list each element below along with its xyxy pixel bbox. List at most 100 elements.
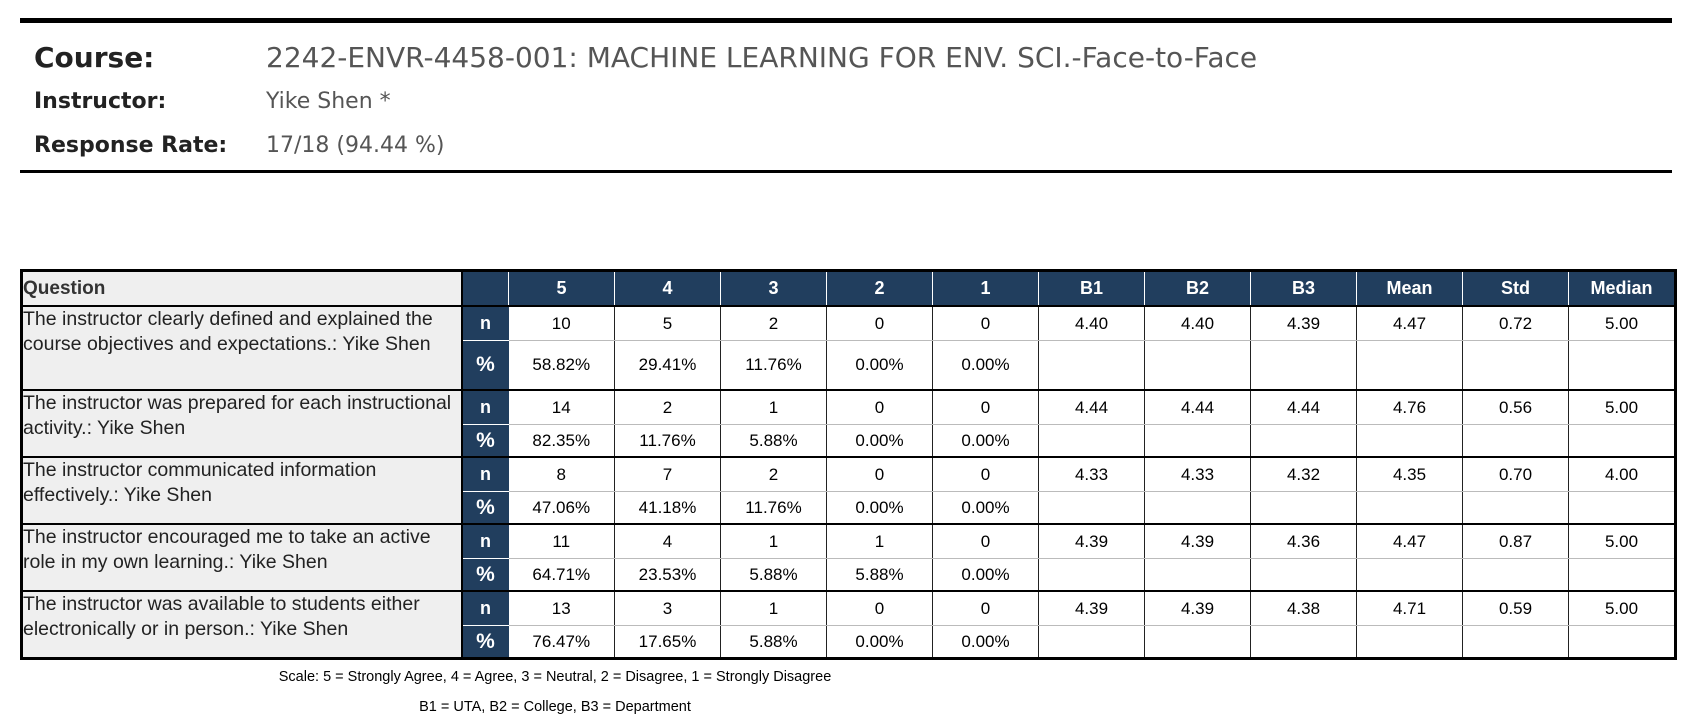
count-cell: 13 xyxy=(508,591,615,626)
percent-cell: 58.82% xyxy=(508,340,615,391)
count-cell: 4.32 xyxy=(1250,457,1357,492)
percent-cell: 23.53% xyxy=(614,558,721,592)
count-cell: 4.47 xyxy=(1356,306,1463,341)
count-cell: 4.33 xyxy=(1144,457,1251,492)
count-cell: 0 xyxy=(826,591,933,626)
count-cell: 5.00 xyxy=(1568,306,1676,341)
count-cell: 5.00 xyxy=(1568,390,1676,425)
count-cell: 0 xyxy=(826,306,933,341)
count-cell: 4.35 xyxy=(1356,457,1463,492)
table-row-counts: The instructor was available to students… xyxy=(21,591,1676,660)
count-cell: 0 xyxy=(932,390,1039,425)
n-label: n xyxy=(461,390,509,425)
count-cell: 4.44 xyxy=(1144,390,1251,425)
count-cell: 10 xyxy=(508,306,615,341)
percent-cell: 76.47% xyxy=(508,625,615,660)
table-row-counts: The instructor encouraged me to take an … xyxy=(21,524,1676,592)
percent-label: % xyxy=(461,625,509,660)
percent-cell: 0.00% xyxy=(826,625,933,660)
column-header: Median xyxy=(1568,270,1676,307)
percent-cell xyxy=(1356,491,1463,525)
count-cell: 4.44 xyxy=(1038,390,1145,425)
count-cell: 4.44 xyxy=(1250,390,1357,425)
table-row-percent: % 58.82% 29.41% 11.76% 0.00% 0.00% xyxy=(22,340,1676,391)
count-cell: 4.39 xyxy=(1038,524,1145,559)
table-row-counts: The instructor clearly defined and expla… xyxy=(21,306,1676,391)
count-cell: 4.76 xyxy=(1356,390,1463,425)
course-row: Course: 2242-ENVR-4458-001: MACHINE LEAR… xyxy=(34,41,1257,74)
percent-cell: 0.00% xyxy=(932,625,1039,660)
n-label: n xyxy=(461,524,509,559)
percent-cell: 17.65% xyxy=(614,625,721,660)
percent-cell xyxy=(1250,558,1357,592)
n-label: n xyxy=(461,457,509,492)
table-row-percent: % 82.35% 11.76% 5.88% 0.00% 0.00% xyxy=(22,424,1676,458)
percent-cell: 11.76% xyxy=(614,424,721,458)
scale-legend: Scale: 5 = Strongly Agree, 4 = Agree, 3 … xyxy=(278,669,832,685)
count-cell: 4.39 xyxy=(1144,591,1251,626)
percent-cell: 0.00% xyxy=(826,491,933,525)
count-cell: 4 xyxy=(614,524,721,559)
percent-cell: 0.00% xyxy=(826,340,933,391)
percent-cell xyxy=(1250,340,1357,391)
percent-cell: 0.00% xyxy=(826,424,933,458)
percent-cell: 0.00% xyxy=(932,558,1039,592)
percent-cell: 5.88% xyxy=(826,558,933,592)
percent-cell xyxy=(1038,625,1145,660)
percent-cell xyxy=(1144,558,1251,592)
percent-cell xyxy=(1568,558,1676,592)
response-rate-row: Response Rate: 17/18 (94.44 %) xyxy=(34,133,444,158)
column-header: Mean xyxy=(1356,270,1463,307)
percent-cell xyxy=(1038,424,1145,458)
percent-cell xyxy=(1356,424,1463,458)
count-cell: 0 xyxy=(826,390,933,425)
course-label: Course: xyxy=(34,41,155,74)
response-rate-value: 17/18 (94.44 %) xyxy=(266,133,445,158)
percent-cell xyxy=(1462,558,1569,592)
course-value: 2242-ENVR-4458-001: MACHINE LEARNING FOR… xyxy=(266,41,1258,74)
count-cell: 11 xyxy=(508,524,615,559)
question-text: The instructor communicated information … xyxy=(21,457,463,525)
count-cell: 4.00 xyxy=(1568,457,1676,492)
percent-cell: 82.35% xyxy=(508,424,615,458)
n-label: n xyxy=(461,306,509,341)
percent-cell xyxy=(1038,558,1145,592)
percent-cell xyxy=(1568,625,1676,660)
percent-cell xyxy=(1356,625,1463,660)
table-row-percent: % 76.47% 17.65% 5.88% 0.00% 0.00% xyxy=(22,625,1676,660)
count-cell: 4.39 xyxy=(1250,306,1357,341)
table-row-percent: % 64.71% 23.53% 5.88% 5.88% 0.00% xyxy=(22,558,1676,592)
percent-cell: 5.88% xyxy=(720,625,827,660)
percent-label: % xyxy=(461,558,509,592)
percent-cell: 0.00% xyxy=(932,340,1039,391)
percent-cell xyxy=(1462,340,1569,391)
percent-cell xyxy=(1144,424,1251,458)
label-column-header xyxy=(461,270,509,307)
percent-label: % xyxy=(461,424,509,458)
count-cell: 4.33 xyxy=(1038,457,1145,492)
percent-cell xyxy=(1568,340,1676,391)
table-row-counts: The instructor communicated information … xyxy=(21,457,1676,525)
benchmark-legend: B1 = UTA, B2 = College, B3 = Department xyxy=(419,699,691,715)
percent-cell: 0.00% xyxy=(932,424,1039,458)
count-cell: 14 xyxy=(508,390,615,425)
count-cell: 2 xyxy=(614,390,721,425)
count-cell: 0 xyxy=(932,457,1039,492)
count-cell: 2 xyxy=(720,457,827,492)
n-label: n xyxy=(461,591,509,626)
percent-cell: 5.88% xyxy=(720,424,827,458)
count-cell: 4.40 xyxy=(1144,306,1251,341)
percent-cell xyxy=(1038,340,1145,391)
table-header-row: Question 5 4 3 2 1 B1 B2 B3 Mean Std Med… xyxy=(21,270,1676,307)
count-cell: 4.71 xyxy=(1356,591,1463,626)
question-text: The instructor was available to students… xyxy=(21,591,463,660)
count-cell: 0 xyxy=(932,306,1039,341)
count-cell: 5 xyxy=(614,306,721,341)
count-cell: 0 xyxy=(932,591,1039,626)
response-rate-label: Response Rate: xyxy=(34,133,228,158)
table-row-percent: % 47.06% 41.18% 11.76% 0.00% 0.00% xyxy=(22,491,1676,525)
count-cell: 0.70 xyxy=(1462,457,1569,492)
question-text: The instructor encouraged me to take an … xyxy=(21,524,463,592)
percent-cell xyxy=(1356,340,1463,391)
count-cell: 5.00 xyxy=(1568,524,1676,559)
